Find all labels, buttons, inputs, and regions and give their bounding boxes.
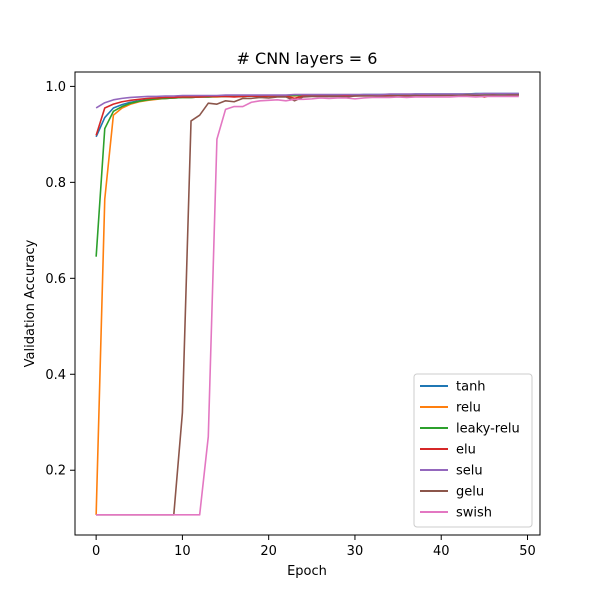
- legend-label-gelu: gelu: [456, 485, 484, 500]
- x-tick-label: 0: [92, 544, 100, 559]
- series-line-swish: [96, 95, 519, 516]
- legend-label-leaky-relu: leaky-relu: [456, 422, 520, 437]
- series-line-selu: [95, 92, 519, 109]
- legend-label-relu: relu: [456, 401, 481, 416]
- series-layer: [95, 92, 519, 516]
- y-tick-label: 0.2: [45, 464, 66, 479]
- x-tick-label: 30: [347, 544, 364, 559]
- legend: tanh relu leaky-relu elu selu gelu swish: [413, 373, 533, 528]
- y-tick-label: 0.8: [45, 176, 66, 191]
- legend-label-swish: swish: [456, 506, 492, 521]
- y-axis-label: Validation Accuracy: [23, 239, 38, 367]
- chart-title: # CNN layers = 6: [237, 49, 378, 68]
- y-tick-label: 0.4: [45, 368, 66, 383]
- legend-box: [413, 373, 533, 528]
- legend-label-selu: selu: [456, 464, 483, 479]
- y-tick-label: 0.6: [45, 272, 66, 287]
- y-tick-label: 1.0: [45, 80, 66, 95]
- x-axis-label: Epoch: [287, 564, 327, 579]
- x-axis: 0 10 20 30 40 50: [92, 535, 536, 559]
- x-tick-label: 10: [174, 544, 191, 559]
- y-axis: 0.2 0.4 0.6 0.8 1.0: [45, 80, 75, 479]
- x-tick-label: 50: [519, 544, 536, 559]
- legend-label-tanh: tanh: [456, 380, 486, 395]
- plot-frame: [74, 71, 541, 536]
- x-tick-label: 40: [433, 544, 450, 559]
- x-tick-label: 20: [260, 544, 277, 559]
- legend-label-elu: elu: [456, 443, 476, 458]
